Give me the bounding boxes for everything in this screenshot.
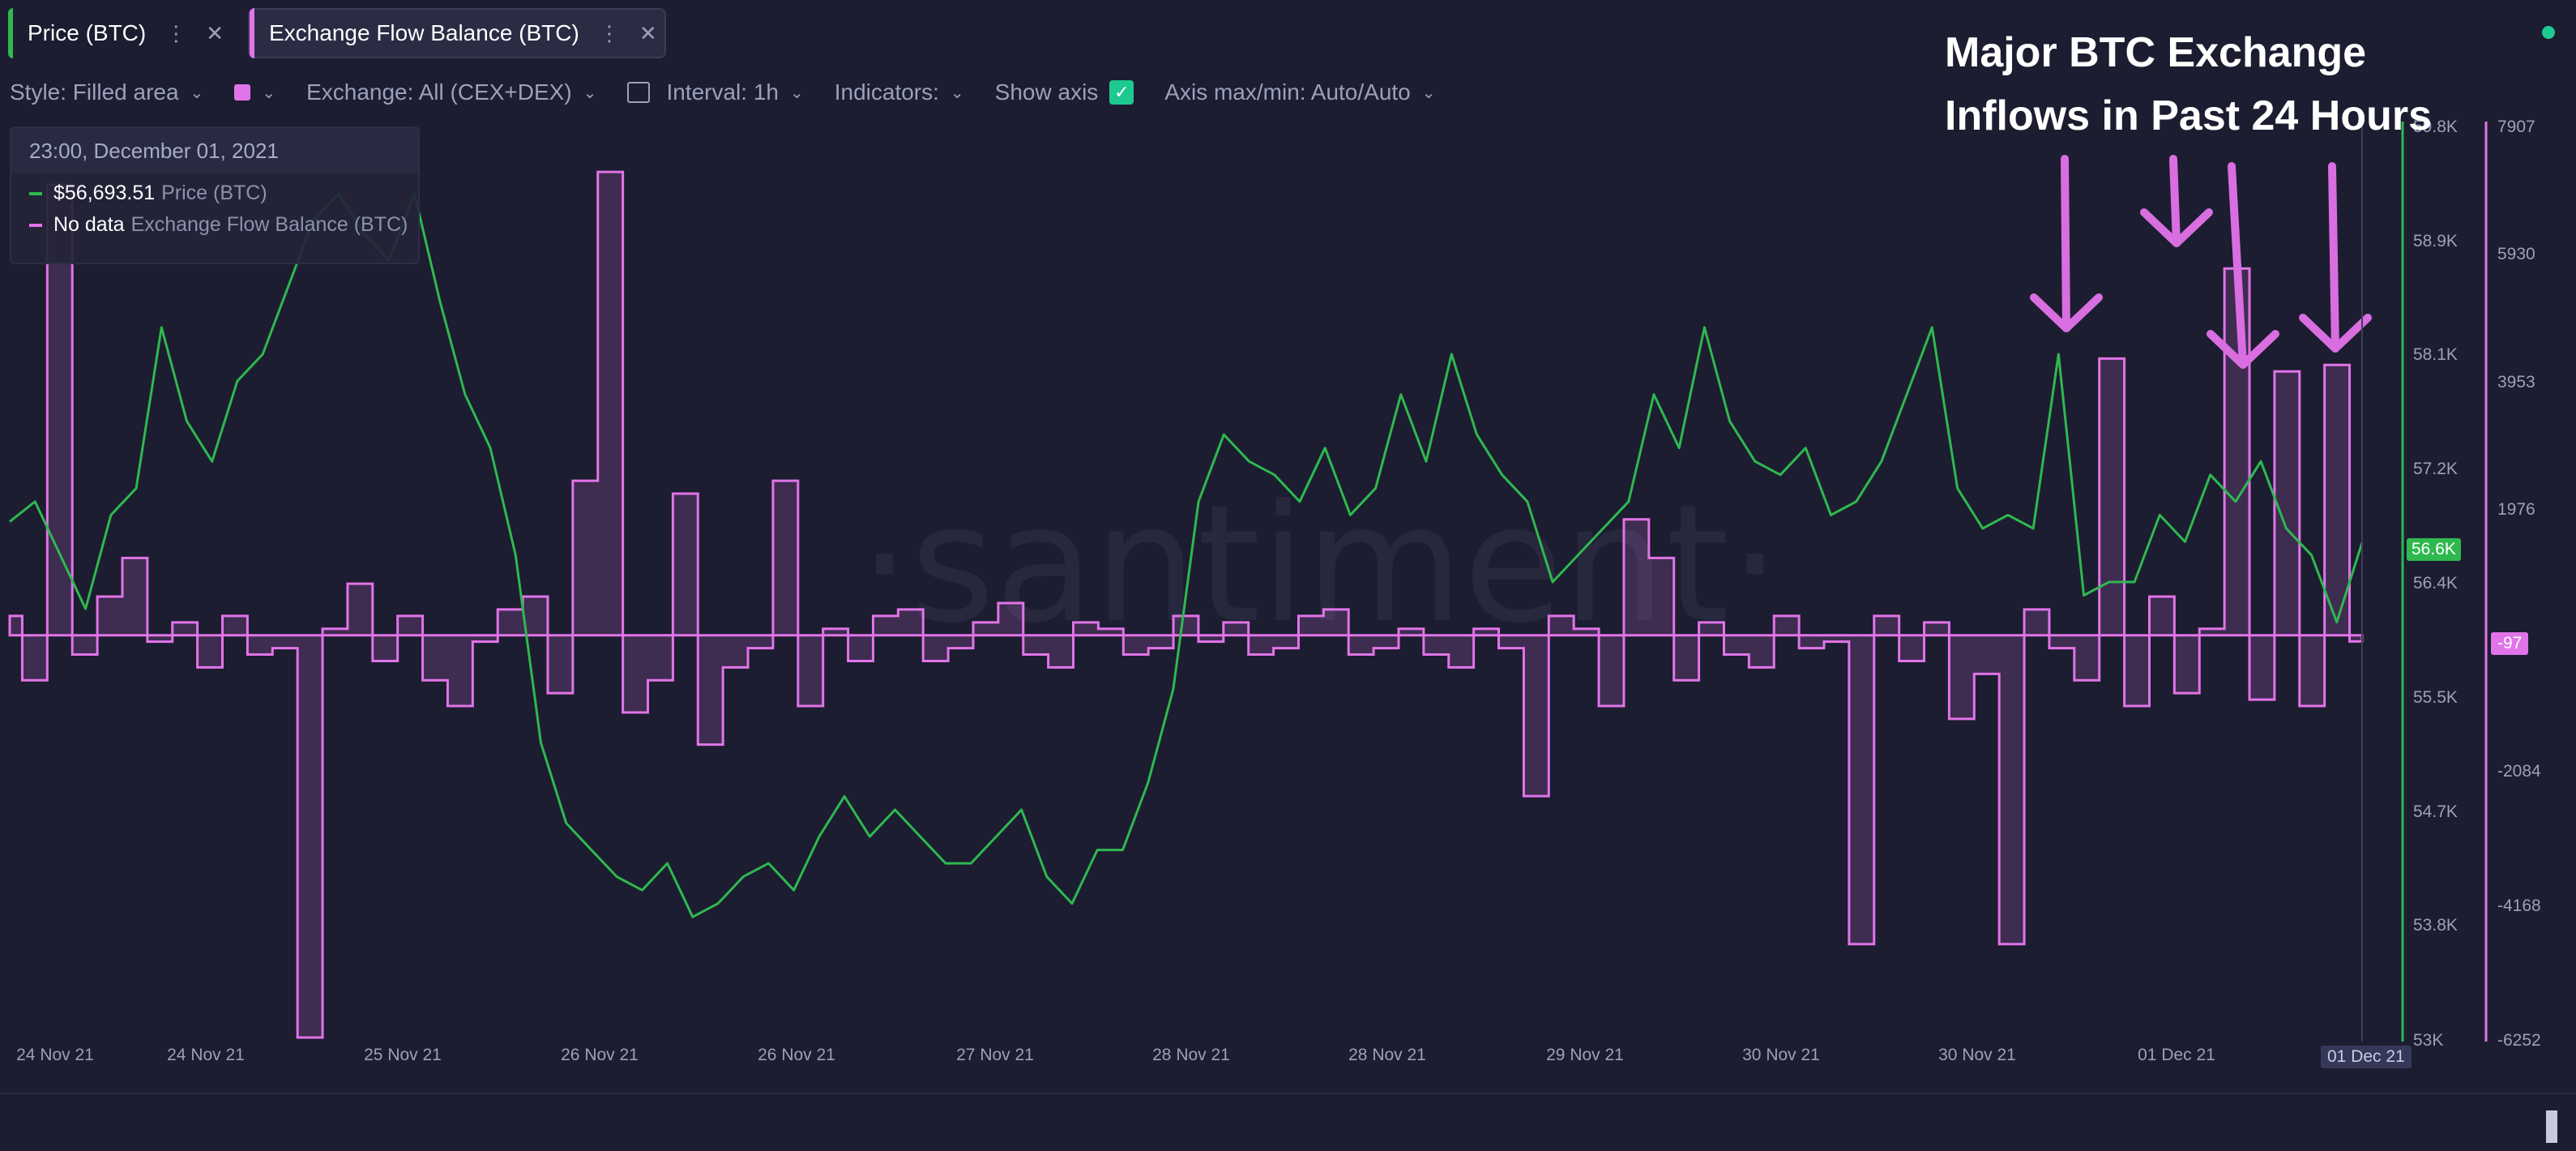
annotation-arrows	[2034, 159, 2368, 365]
x-tick-label: 28 Nov 21	[1152, 1046, 1230, 1065]
price-last-value-badge: 56.6K	[2407, 538, 2461, 561]
tooltip-price-row: $56,693.51 Price (BTC)	[11, 182, 418, 205]
tooltip-price-value: $56,693.51	[53, 182, 155, 205]
x-tick-label: 26 Nov 21	[758, 1046, 835, 1065]
range-navigator[interactable]	[0, 1093, 2576, 1151]
tooltip-price-name: Price (BTC)	[161, 182, 267, 205]
x-tick-label: 24 Nov 21	[16, 1046, 94, 1065]
annotation-text: Major BTC Exchange Inflows in Past 24 Ho…	[1945, 21, 2432, 148]
price-tick-label: 57.2K	[2413, 460, 2458, 479]
x-tick-label: 24 Nov 21	[167, 1046, 245, 1065]
crosshair-tooltip: 23:00, December 01, 2021 $56,693.51 Pric…	[10, 126, 420, 264]
x-tick-label: 30 Nov 21	[1742, 1046, 1820, 1065]
crosshair-date-badge: 01 Dec 21	[2321, 1046, 2412, 1068]
flow-tick-label: 5930	[2497, 245, 2535, 264]
x-tick-label: 30 Nov 21	[1938, 1046, 2016, 1065]
annotation-line-2: Inflows in Past 24 Hours	[1945, 84, 2432, 148]
x-tick-label: 26 Nov 21	[561, 1046, 639, 1065]
tooltip-flow-value: No data	[53, 213, 125, 237]
price-legend-line	[29, 192, 42, 195]
flow-tick-label: -4168	[2497, 896, 2541, 916]
annotation-arrow	[2065, 159, 2066, 328]
flow-last-value-badge: -97	[2491, 632, 2528, 655]
flow-tick-label: 1976	[2497, 500, 2535, 520]
price-tick-label: 58.9K	[2413, 232, 2458, 251]
flow-series	[10, 172, 2362, 1038]
price-tick-label: 53.8K	[2413, 916, 2458, 935]
flow-tick-label: 3953	[2497, 373, 2535, 392]
annotation-arrow	[2173, 159, 2177, 243]
flow-tick-label: -2084	[2497, 762, 2541, 781]
tooltip-date: 23:00, December 01, 2021	[11, 128, 418, 173]
flow-legend-line	[29, 224, 42, 227]
x-tick-label: 27 Nov 21	[956, 1046, 1034, 1065]
x-tick-label: 29 Nov 21	[1546, 1046, 1624, 1065]
annotation-arrow	[2332, 166, 2335, 349]
annotation-line-1: Major BTC Exchange	[1945, 21, 2432, 84]
x-tick-label: 25 Nov 21	[364, 1046, 442, 1065]
x-tick-label: 01 Dec 21	[2138, 1046, 2215, 1065]
flow-area	[10, 172, 2362, 1038]
price-tick-label: 58.1K	[2413, 345, 2458, 365]
navigator-handle[interactable]	[2546, 1110, 2557, 1143]
tooltip-flow-name: Exchange Flow Balance (BTC)	[131, 213, 408, 237]
price-tick-label: 54.7K	[2413, 802, 2458, 822]
price-tick-label: 53K	[2413, 1031, 2443, 1050]
flow-tick-label: 7907	[2497, 118, 2535, 137]
price-tick-label: 55.5K	[2413, 688, 2458, 708]
x-tick-label: 28 Nov 21	[1348, 1046, 1426, 1065]
tooltip-flow-row: No data Exchange Flow Balance (BTC)	[11, 213, 418, 237]
flow-tick-label: -6252	[2497, 1031, 2541, 1050]
price-tick-label: 56.4K	[2413, 574, 2458, 593]
